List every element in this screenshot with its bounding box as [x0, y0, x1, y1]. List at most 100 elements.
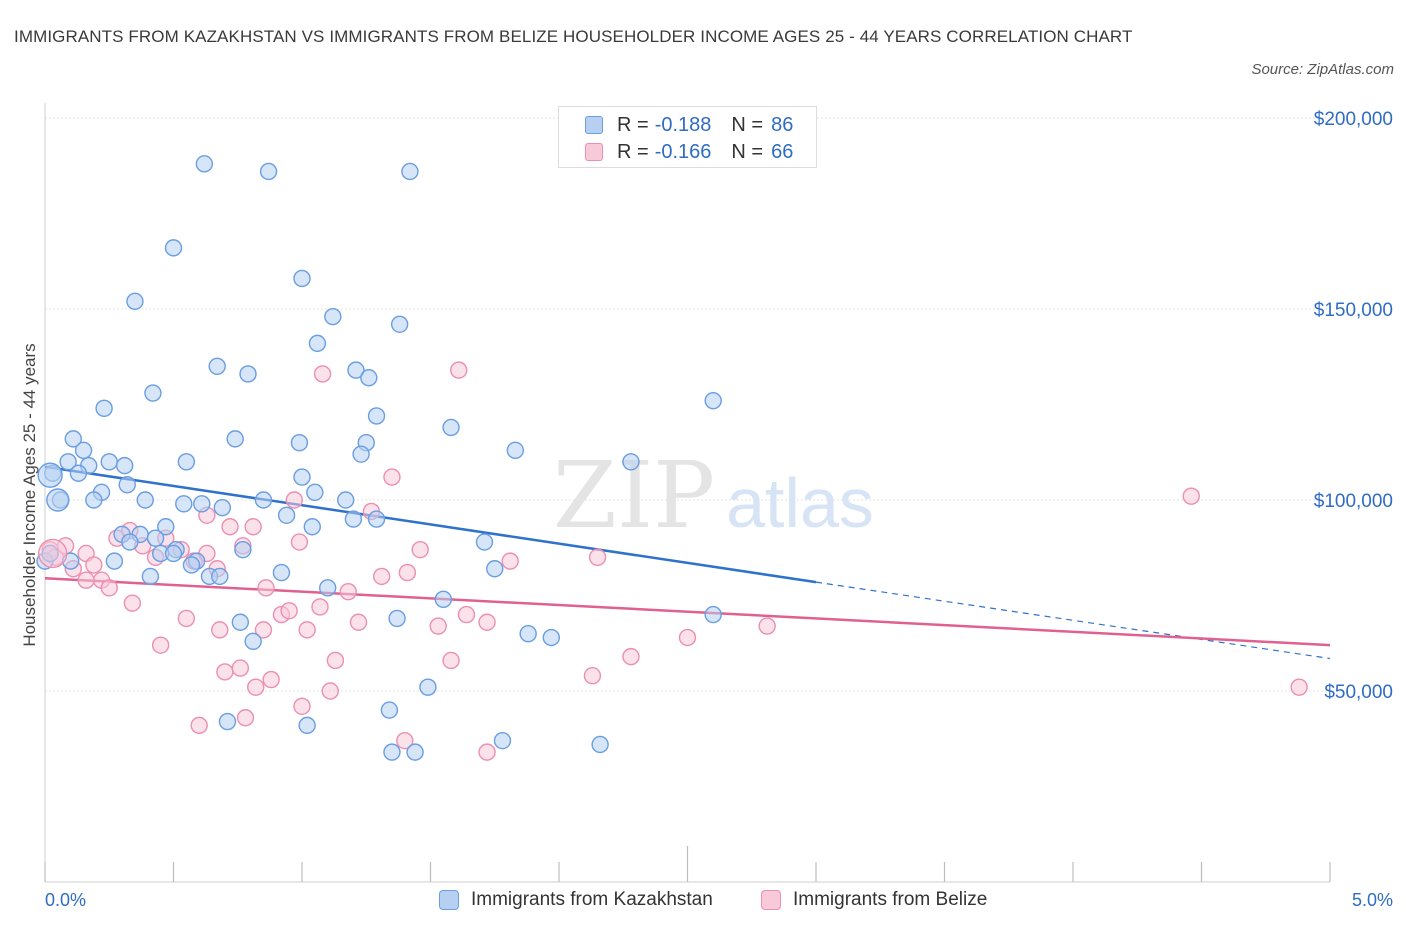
belize-point	[429, 617, 447, 635]
watermark-atlas: atlas	[726, 464, 874, 542]
kazakhstan-point	[118, 476, 136, 494]
belize-point	[231, 659, 250, 677]
kazakhstan-point	[64, 430, 82, 448]
y-tick-label: $150,000	[1314, 300, 1393, 321]
kazakhstan-point	[218, 712, 237, 731]
belize-point	[257, 579, 275, 597]
kazakhstan-swatch	[439, 890, 459, 910]
kazakhstan-point	[308, 334, 327, 353]
belize-point	[236, 709, 255, 727]
kazakhstan-point	[347, 361, 365, 379]
kazakhstan-point	[208, 357, 226, 375]
data-points	[36, 155, 1308, 761]
belize-point	[457, 605, 476, 624]
belize-point	[221, 518, 239, 536]
belize-point	[216, 663, 234, 681]
kazakhstan-point	[298, 716, 316, 735]
kazakhstan-swatch	[585, 116, 603, 134]
kazakhstan-point	[277, 506, 296, 524]
belize-point	[311, 598, 329, 616]
kazakhstan-point	[360, 369, 378, 387]
belize-point	[372, 567, 391, 586]
belize-point	[285, 491, 303, 509]
belize-point	[1290, 678, 1308, 696]
x-tick-max: 5.0%	[1351, 890, 1393, 910]
belize-point	[442, 651, 460, 670]
belize-point	[622, 647, 640, 666]
y-tick-label: $100,000	[1314, 491, 1393, 512]
kazakhstan-point	[195, 155, 214, 173]
belize-point	[678, 628, 697, 647]
kazakhstan-point	[244, 632, 262, 651]
belize-point	[396, 731, 414, 750]
kazakhstan-point	[177, 453, 196, 471]
x-tick-min: 0.0%	[45, 890, 87, 910]
kazakhstan-point	[486, 560, 504, 578]
kazakhstan-point	[293, 269, 311, 288]
belize-point	[349, 613, 368, 631]
stats-legend: R = -0.188 N = 86 R = -0.166 N = 66	[558, 106, 817, 168]
legend-label: Immigrants from Kazakhstan	[471, 889, 713, 910]
belize-point	[177, 609, 196, 628]
r-label: R =	[617, 113, 649, 136]
kazakhstan-point	[213, 498, 232, 517]
belize-point	[151, 636, 170, 654]
kazakhstan-point	[254, 491, 273, 509]
kazakhstan-point	[211, 567, 229, 586]
trendline-kazakhstan	[44, 465, 817, 584]
kazakhstan-point	[367, 510, 386, 528]
belize-point	[339, 582, 357, 601]
belize-point	[280, 602, 298, 620]
legend-label: Immigrants from Belize	[793, 889, 988, 910]
belize-point	[501, 552, 519, 570]
kazakhstan-point	[336, 491, 355, 509]
n-label: N =	[731, 140, 764, 163]
belize-point	[211, 621, 229, 639]
kazakhstan-point	[164, 544, 183, 563]
belize-point	[478, 613, 496, 631]
n-value: 86	[771, 113, 794, 136]
kazakhstan-point	[506, 441, 525, 460]
belize-point	[247, 678, 265, 696]
kazakhstan-point	[406, 743, 424, 761]
trendline-kazakhstan-extension	[815, 581, 1331, 660]
kazakhstan-point	[293, 468, 311, 486]
belize-point	[326, 651, 345, 670]
kazakhstan-point	[344, 510, 363, 528]
belize-point	[77, 571, 95, 589]
legend-item-kazakhstan[interactable]: Immigrants from Kazakhstan	[439, 889, 713, 911]
belize-point	[100, 579, 118, 597]
belize-swatch	[585, 143, 603, 161]
gridlines	[45, 117, 1330, 692]
source-note: Source: ZipAtlas.com	[1251, 61, 1394, 78]
kazakhstan-point	[475, 533, 494, 551]
kazakhstan-point	[434, 590, 453, 609]
kazakhstan-point	[175, 495, 193, 513]
kazakhstan-point	[146, 529, 165, 547]
n-value: 66	[771, 140, 794, 163]
kazakhstan-point	[239, 365, 257, 383]
belize-point	[85, 556, 103, 574]
belize-point	[298, 621, 316, 639]
kazakhstan-point	[85, 491, 103, 509]
belize-point	[262, 670, 280, 689]
kazakhstan-point	[74, 441, 93, 460]
kazakhstan-point	[493, 731, 512, 750]
belize-point	[583, 667, 602, 685]
belize-point	[38, 538, 68, 569]
kazakhstan-point	[419, 678, 437, 696]
kazakhstan-point	[182, 556, 201, 574]
belize-swatch	[761, 890, 781, 910]
belize-point	[290, 533, 309, 551]
kazakhstan-point	[141, 567, 160, 586]
belize-point	[588, 548, 607, 566]
kazakhstan-point	[542, 628, 560, 647]
y-tick-label: $50,000	[1324, 682, 1393, 703]
n-label: N =	[731, 113, 764, 136]
kazakhstan-point	[226, 430, 244, 448]
belize-point	[190, 716, 208, 735]
y-tick-label: $200,000	[1314, 109, 1393, 130]
belize-point	[478, 743, 496, 761]
legend-item-belize[interactable]: Immigrants from Belize	[761, 889, 987, 911]
